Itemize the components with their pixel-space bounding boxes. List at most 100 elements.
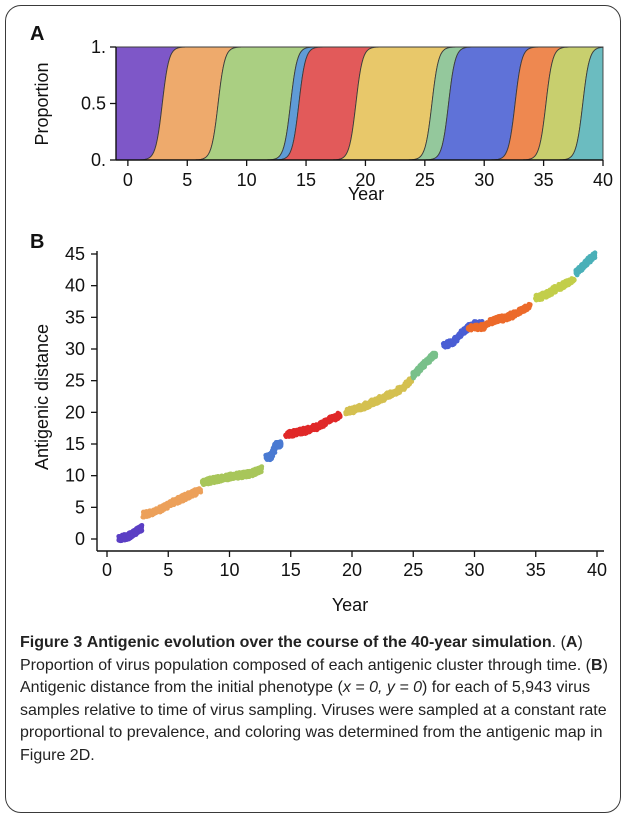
scatter-point <box>456 332 462 338</box>
scatter-point <box>203 480 209 485</box>
cluster-proportion-areas <box>115 46 604 161</box>
panel-a-chart: 0 5 10 15 20 25 30 35 40 0. 0.5 1. Year Proportion <box>32 37 613 204</box>
scatter-point <box>209 478 215 484</box>
scatter-point <box>356 403 361 409</box>
figure-caption: Figure 3 Antigenic evolution over the co… <box>20 634 608 764</box>
scatter-point <box>214 475 220 481</box>
scatter-point <box>230 472 236 477</box>
x-tick-label: 30 <box>474 170 494 190</box>
x-tick-label: 25 <box>415 170 435 190</box>
panel-b-axes <box>96 251 604 552</box>
scatter-point <box>355 407 360 413</box>
panel-a-ylabel: Proportion <box>32 62 52 145</box>
y-tick-label: 20 <box>65 402 85 422</box>
scatter-point <box>493 317 499 323</box>
scatter-point <box>171 498 177 504</box>
y-tick-label: 45 <box>65 244 85 264</box>
scatter-point <box>379 395 385 400</box>
scatter-point <box>521 306 527 312</box>
x-tick-label: 35 <box>534 170 554 190</box>
caption-title: Antigenic evolution over the course of t… <box>86 634 552 651</box>
scatter-point <box>126 535 132 541</box>
scatter-point <box>393 391 399 397</box>
scatter-point <box>210 474 216 480</box>
scatter-point <box>187 495 193 500</box>
figure-frame <box>5 5 621 813</box>
scatter-point <box>240 475 246 481</box>
scatter-point <box>461 328 467 333</box>
scatter-point <box>442 341 448 347</box>
caption-a-letter: A <box>565 634 578 651</box>
scatter-point <box>566 280 572 285</box>
scatter-point <box>533 297 539 303</box>
x-tick-label: 20 <box>355 170 375 190</box>
panel-b-xlabel: Year <box>332 595 368 615</box>
caption-a-text: Proportion of virus population composed … <box>20 656 582 674</box>
scatter-point <box>275 444 281 450</box>
scatter-point <box>256 469 262 475</box>
caption-label: Figure 3 <box>20 634 83 651</box>
caption-b-text-1: Antigenic distance from the initial phen… <box>20 679 343 696</box>
scatter-point <box>399 385 405 391</box>
scatter-point <box>336 415 341 421</box>
scatter-point <box>264 452 270 458</box>
panel-b-ylabel: Antigenic distance <box>32 324 52 470</box>
x-tick-label: 15 <box>281 560 301 580</box>
scatter-point <box>508 314 514 320</box>
scatter-point <box>143 511 149 517</box>
y-tick-label: 5 <box>75 497 85 517</box>
antigenic-distance-points <box>116 250 598 544</box>
scatter-point <box>582 263 588 269</box>
scatter-point <box>191 488 196 494</box>
scatter-point <box>327 419 333 424</box>
x-tick-label: 40 <box>587 560 607 580</box>
scatter-point <box>271 449 277 454</box>
x-tick-label: 0 <box>123 170 133 190</box>
scatter-point <box>451 341 457 347</box>
scatter-point <box>161 505 167 511</box>
y-tick-label: 0 <box>75 529 85 549</box>
scatter-point <box>275 440 280 446</box>
panel-a-xlabel: Year <box>348 184 384 204</box>
caption-b-math: x = 0, y = 0 <box>342 679 423 696</box>
scatter-point <box>347 410 352 416</box>
scatter-point <box>250 473 256 479</box>
y-tick-label: 25 <box>65 371 85 391</box>
x-tick-label: 35 <box>526 560 546 580</box>
scatter-point <box>467 325 473 331</box>
scatter-point <box>308 428 313 434</box>
y-tick-label: 30 <box>65 339 85 359</box>
scatter-point <box>587 259 592 265</box>
scatter-point <box>256 465 262 471</box>
x-tick-label: 25 <box>403 560 423 580</box>
scatter-point <box>589 253 595 259</box>
scatter-point <box>133 531 139 536</box>
y-tick-label: 0. <box>91 150 106 170</box>
scatter-point <box>351 409 356 415</box>
x-tick-label: 5 <box>163 560 173 580</box>
scatter-point <box>421 364 427 370</box>
scatter-point <box>544 290 550 296</box>
scatter-point <box>369 401 375 407</box>
x-tick-label: 20 <box>342 560 362 580</box>
scatter-point <box>343 411 349 417</box>
y-tick-label: 10 <box>65 466 85 486</box>
panel-b-ticks: 0 5 10 15 20 25 30 35 40 0 5 10 15 20 25 30 35 40 45 <box>65 244 607 580</box>
scatter-point <box>538 292 544 298</box>
scatter-point <box>487 321 493 327</box>
scatter-point <box>138 527 144 532</box>
scatter-point <box>471 323 477 329</box>
scatter-point <box>481 321 486 327</box>
scatter-point <box>287 432 293 438</box>
scatter-point <box>294 430 300 436</box>
scatter-point <box>179 493 185 499</box>
scatter-point <box>264 456 270 461</box>
x-tick-label: 30 <box>464 560 484 580</box>
scatter-point <box>317 423 323 429</box>
x-tick-label: 5 <box>182 170 192 190</box>
caption-b-text-2: ) for each of 5,943 virus samples relati… <box>20 679 607 764</box>
scatter-point <box>429 351 435 357</box>
y-tick-label: 40 <box>65 276 85 296</box>
y-tick-label: 1. <box>91 37 106 57</box>
